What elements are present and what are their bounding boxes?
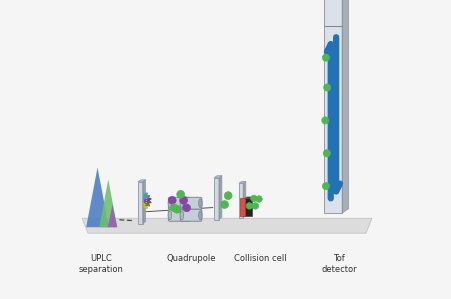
Text: Tof
detector: Tof detector	[321, 254, 357, 274]
Polygon shape	[324, 0, 342, 213]
Bar	[244, 199, 253, 216]
Ellipse shape	[168, 199, 172, 208]
Circle shape	[322, 183, 330, 190]
Circle shape	[252, 203, 259, 209]
Polygon shape	[138, 182, 143, 224]
Circle shape	[183, 204, 190, 212]
Circle shape	[322, 117, 329, 124]
Circle shape	[221, 201, 229, 208]
Polygon shape	[99, 179, 117, 227]
Polygon shape	[143, 180, 146, 224]
Ellipse shape	[198, 199, 202, 208]
Ellipse shape	[180, 211, 184, 220]
Polygon shape	[244, 197, 255, 199]
Text: Quadrupole: Quadrupole	[166, 254, 216, 263]
Circle shape	[224, 192, 232, 199]
FancyBboxPatch shape	[168, 197, 190, 209]
Ellipse shape	[168, 211, 172, 220]
FancyBboxPatch shape	[180, 197, 202, 209]
Ellipse shape	[198, 211, 202, 220]
Polygon shape	[82, 218, 372, 233]
Bar	[240, 199, 245, 216]
Polygon shape	[239, 181, 246, 183]
Polygon shape	[138, 180, 146, 182]
Circle shape	[170, 204, 178, 212]
Text: UPLC
separation: UPLC separation	[79, 254, 124, 274]
Polygon shape	[243, 181, 246, 218]
Polygon shape	[214, 178, 219, 219]
Circle shape	[323, 150, 331, 157]
Ellipse shape	[187, 211, 190, 220]
Text: Collision cell: Collision cell	[234, 254, 286, 263]
Polygon shape	[219, 176, 222, 219]
Polygon shape	[108, 205, 117, 227]
Circle shape	[180, 196, 188, 204]
Polygon shape	[342, 0, 349, 213]
Polygon shape	[86, 167, 109, 227]
Circle shape	[246, 203, 253, 209]
Circle shape	[168, 196, 176, 204]
Circle shape	[173, 205, 181, 213]
FancyBboxPatch shape	[168, 209, 190, 221]
Circle shape	[322, 54, 330, 61]
Polygon shape	[239, 183, 243, 218]
Circle shape	[251, 195, 257, 202]
FancyBboxPatch shape	[180, 209, 202, 221]
Ellipse shape	[187, 199, 190, 208]
Circle shape	[323, 84, 331, 91]
Ellipse shape	[180, 199, 184, 208]
Circle shape	[256, 196, 262, 202]
Polygon shape	[214, 176, 222, 178]
Circle shape	[177, 190, 184, 198]
